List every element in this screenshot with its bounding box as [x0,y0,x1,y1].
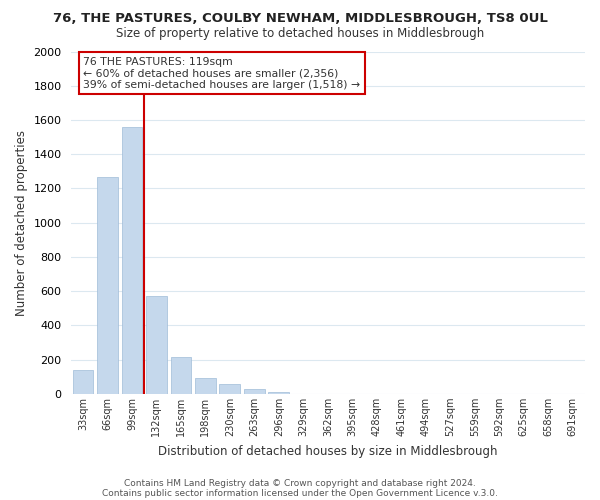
Bar [244,389,265,394]
Text: Contains HM Land Registry data © Crown copyright and database right 2024.: Contains HM Land Registry data © Crown c… [124,478,476,488]
Text: Contains public sector information licensed under the Open Government Licence v.: Contains public sector information licen… [102,488,498,498]
Text: Size of property relative to detached houses in Middlesbrough: Size of property relative to detached ho… [116,28,484,40]
Text: 76, THE PASTURES, COULBY NEWHAM, MIDDLESBROUGH, TS8 0UL: 76, THE PASTURES, COULBY NEWHAM, MIDDLES… [53,12,547,26]
Text: 76 THE PASTURES: 119sqm
← 60% of detached houses are smaller (2,356)
39% of semi: 76 THE PASTURES: 119sqm ← 60% of detache… [83,56,361,90]
Bar [170,357,191,394]
Bar [146,296,167,394]
X-axis label: Distribution of detached houses by size in Middlesbrough: Distribution of detached houses by size … [158,444,497,458]
Bar [97,178,118,394]
Bar [122,127,142,394]
Bar [220,384,241,394]
Bar [268,392,289,394]
Y-axis label: Number of detached properties: Number of detached properties [15,130,28,316]
Bar [195,378,216,394]
Bar [73,370,94,394]
